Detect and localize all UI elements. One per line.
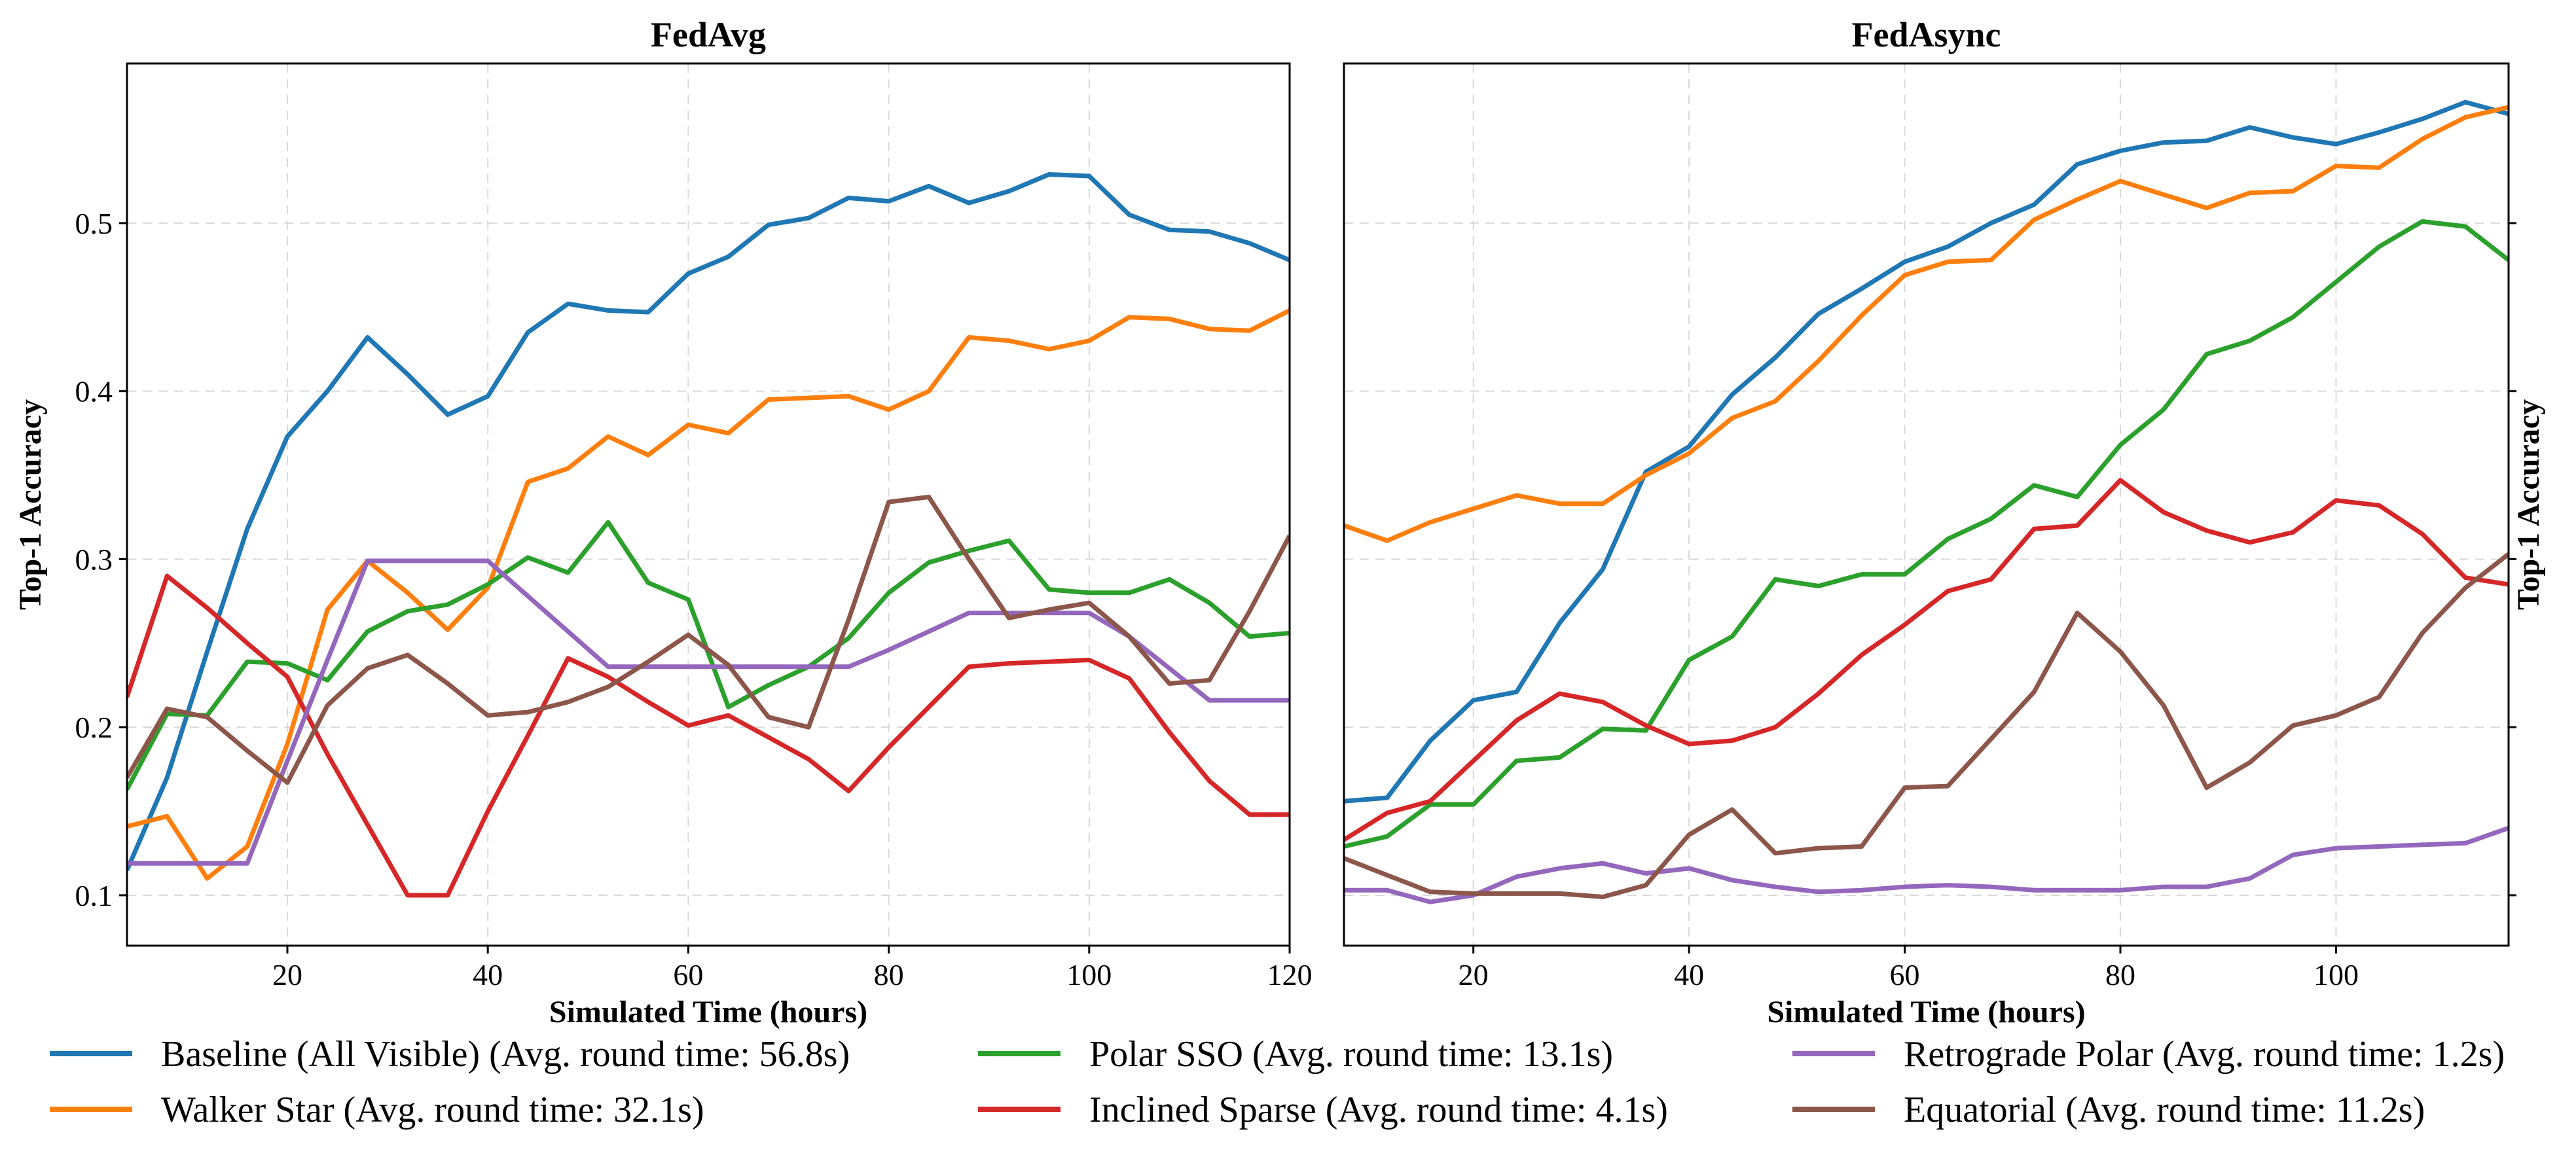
series-line-equatorial [127, 494, 1290, 785]
x-axis-label: Simulated Time (hours) [1767, 995, 2085, 1029]
series-line-walker-star [1344, 105, 2509, 543]
series-line-baseline [127, 172, 1290, 871]
fedasync-panel: 20 40 60 80 100 FedAsync Simulated Time (hours… [1343, 15, 2546, 1029]
plot-frame [126, 62, 1291, 947]
x-tick-label: 100 [2313, 958, 2359, 991]
plot-frame [1343, 62, 2510, 947]
legend-label-inclined-sparse: Inclined Sparse (Avg. round time: 4.1s) [1089, 1090, 1668, 1130]
y-tick-label: 0.4 [75, 375, 113, 408]
x-tick-label: 120 [1267, 958, 1313, 991]
legend: Baseline (All Visible) (Avg. round time:… [50, 1034, 2505, 1130]
x-axis-label: Simulated Time (hours) [549, 995, 867, 1029]
chart-title: FedAsync [1852, 15, 2001, 54]
fedavg-panel: 20 40 60 80 100 120 0.1 0.2 0.3 0.4 0.5 FedAvg Simul… [13, 15, 1313, 1029]
series-line-retrograde-polar [127, 558, 1290, 866]
y-axis-label: Top-1 Accuracy [13, 399, 48, 610]
chart-title: FedAvg [651, 15, 766, 54]
x-tick-label: 100 [1066, 958, 1112, 991]
x-tick-label: 20 [272, 958, 302, 991]
series-group [1344, 99, 2509, 904]
x-tick-label: 80 [2105, 958, 2135, 991]
series-line-polar-sso [127, 520, 1290, 791]
x-tick-label: 60 [1890, 958, 1920, 991]
y-tick-label: 0.2 [75, 711, 113, 744]
y-tick-label: 0.1 [75, 879, 113, 912]
legend-label-walker-star: Walker Star (Avg. round time: 32.1s) [161, 1090, 704, 1130]
legend-label-polar-sso: Polar SSO (Avg. round time: 13.1s) [1089, 1034, 1613, 1075]
x-tick-label: 20 [1459, 958, 1489, 991]
x-tick-label: 40 [473, 958, 503, 991]
y-axis-label: Top-1 Accuracy [2511, 399, 2546, 610]
legend-label-retrograde-polar: Retrograde Polar (Avg. round time: 1.2s) [1904, 1034, 2505, 1075]
series-line-baseline [1344, 99, 2509, 804]
x-tick-label: 40 [1674, 958, 1704, 991]
y-tick-label: 0.5 [75, 207, 113, 240]
x-tick-label: 60 [673, 958, 703, 991]
x-tick-label: 80 [874, 958, 904, 991]
y-tick-label: 0.3 [75, 543, 113, 576]
legend-label-equatorial: Equatorial (Avg. round time: 11.2s) [1904, 1090, 2425, 1130]
legend-label-baseline: Baseline (All Visible) (Avg. round time:… [161, 1034, 850, 1075]
series-line-polar-sso [1344, 219, 2509, 849]
series-line-inclined-sparse [127, 573, 1290, 898]
series-line-walker-star [127, 308, 1290, 881]
series-line-equatorial [1344, 552, 2509, 899]
series-line-inclined-sparse [1344, 478, 2509, 842]
series-group [127, 172, 1290, 898]
series-line-retrograde-polar [1344, 825, 2509, 904]
